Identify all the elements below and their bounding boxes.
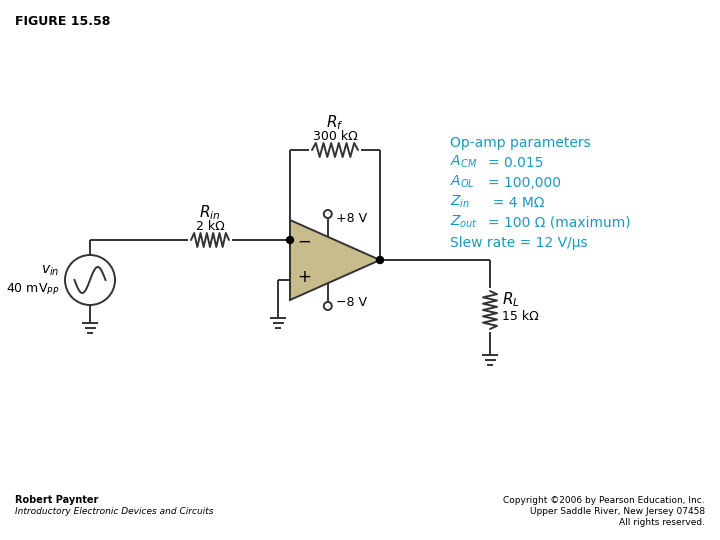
Text: = 4 MΩ: = 4 MΩ (484, 196, 544, 210)
Text: $R_f$: $R_f$ (326, 113, 344, 132)
Text: $A_{OL}$: $A_{OL}$ (450, 173, 474, 190)
Text: Slew rate = 12 V/μs: Slew rate = 12 V/μs (450, 236, 588, 250)
Text: Robert Paynter: Robert Paynter (15, 495, 99, 505)
Polygon shape (290, 220, 380, 300)
Text: = 100,000: = 100,000 (488, 176, 561, 190)
Text: 2 kΩ: 2 kΩ (196, 220, 225, 233)
Text: Introductory Electronic Devices and Circuits: Introductory Electronic Devices and Circ… (15, 507, 214, 516)
Circle shape (287, 237, 294, 244)
Circle shape (377, 256, 384, 264)
Text: $R_L$: $R_L$ (502, 291, 520, 309)
Text: $Z_{in}$: $Z_{in}$ (450, 194, 470, 210)
Text: 15 kΩ: 15 kΩ (502, 309, 539, 322)
Text: Op-amp parameters: Op-amp parameters (450, 136, 590, 150)
Text: −8 V: −8 V (336, 295, 366, 308)
Text: = 0.015: = 0.015 (488, 156, 544, 170)
Text: $A_{CM}$: $A_{CM}$ (450, 153, 477, 170)
Text: = 100 Ω (maximum): = 100 Ω (maximum) (488, 216, 631, 230)
Text: $Z_{out}$: $Z_{out}$ (450, 214, 478, 230)
Text: +: + (297, 268, 311, 286)
Text: −: − (297, 233, 311, 251)
Text: $R_{in}$: $R_{in}$ (199, 203, 221, 222)
Text: Copyright ©2006 by Pearson Education, Inc.: Copyright ©2006 by Pearson Education, In… (503, 496, 705, 505)
Text: $v_{in}$: $v_{in}$ (40, 264, 59, 278)
Text: 300 kΩ: 300 kΩ (312, 130, 357, 143)
Text: FIGURE 15.58: FIGURE 15.58 (15, 15, 110, 28)
Text: Upper Saddle River, New Jersey 07458: Upper Saddle River, New Jersey 07458 (530, 507, 705, 516)
Text: All rights reserved.: All rights reserved. (619, 518, 705, 527)
Text: 40 mV$_{PP}$: 40 mV$_{PP}$ (6, 281, 59, 296)
Text: +8 V: +8 V (336, 212, 367, 225)
